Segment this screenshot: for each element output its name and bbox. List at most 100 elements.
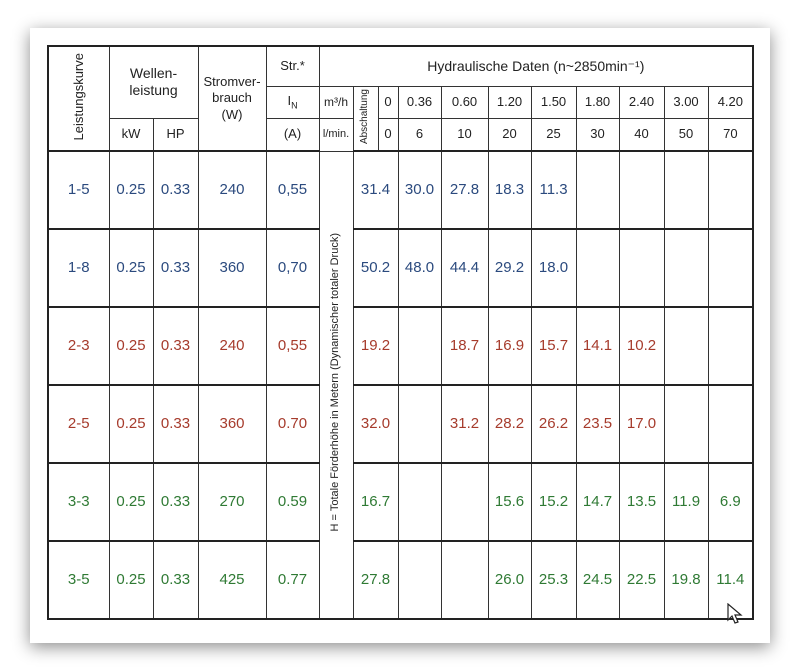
flow-m3h: 2.40 <box>618 85 665 119</box>
head-value <box>707 306 754 386</box>
header-cell: Leistungskurve <box>47 45 110 152</box>
head-value: 22.5 <box>618 540 665 620</box>
cell-watt: 425 <box>197 540 267 620</box>
head-value: 24.5 <box>575 540 620 620</box>
flow-m3h: 4.20 <box>707 85 754 119</box>
head-value: 11.3 <box>530 150 577 230</box>
flow-lmin: 25 <box>530 117 577 152</box>
head-value: 28.2 <box>487 384 532 464</box>
header-cell-text: Leistungskurve <box>70 52 86 141</box>
head-value <box>397 462 442 542</box>
head-value: 14.7 <box>575 462 620 542</box>
head-value: 17.0 <box>618 384 665 464</box>
cell-amp: 0.77 <box>265 540 320 620</box>
header-row: kW HP (A) l/min. 0 6 10 20 25 30 40 50 70 <box>48 117 754 152</box>
data-row: 1-5 0.25 0.33 240 0,55 H = Totale Förderhöhe … <box>47 150 754 620</box>
cell-curve: 3-5 <box>47 540 110 620</box>
header-cell: Str.* <box>265 45 320 87</box>
header-cell: (A) <box>265 117 320 152</box>
head-value: 11.4 <box>707 540 754 620</box>
head-label: H = Totale Förderhöhe in Metern (Dynamis… <box>318 150 354 620</box>
cell-curve: 3-3 <box>47 462 110 542</box>
flow-m3h: 0.36 <box>397 85 442 119</box>
flow-m3h: 0.60 <box>440 85 489 119</box>
cell-curve: 2-3 <box>47 306 110 386</box>
head-value: 6.9 <box>707 462 754 542</box>
head-value: 27.8 <box>352 540 399 620</box>
cell-watt: 360 <box>197 228 267 308</box>
header-cell: Hydraulische Daten (n~2850min⁻¹) <box>318 45 754 87</box>
cell-watt: 360 <box>197 384 267 464</box>
head-value <box>575 150 620 230</box>
head-value <box>397 384 442 464</box>
flow-lmin: 0 <box>377 117 399 152</box>
flow-lmin: 6 <box>397 117 442 152</box>
current-subscript: N <box>291 100 298 111</box>
head-value: 30.0 <box>397 150 442 230</box>
head-value: 26.0 <box>487 540 532 620</box>
head-value <box>663 306 709 386</box>
head-value: 10.2 <box>618 306 665 386</box>
head-value: 32.0 <box>352 384 399 464</box>
cell-kw: 0.25 <box>108 462 154 542</box>
head-value <box>618 228 665 308</box>
pump-table: Leistungskurve Wellen- leistung Stromver- … <box>47 45 755 620</box>
head-value: 15.2 <box>530 462 577 542</box>
head-value <box>440 540 489 620</box>
head-value <box>707 384 754 464</box>
data-row: 3-5 0.25 0.33 425 0.77 27.8 26.0 25.3 24.5 22.5 19… <box>47 540 754 620</box>
cell-amp: 0,55 <box>265 306 320 386</box>
head-value <box>707 228 754 308</box>
current-symbol: I <box>287 92 292 108</box>
cell-watt: 270 <box>197 462 267 542</box>
flow-lmin: 70 <box>707 117 754 152</box>
head-value: 31.4 <box>352 150 399 230</box>
cell-kw: 0.25 <box>108 384 154 464</box>
head-value: 26.2 <box>530 384 577 464</box>
cell-amp: 0,70 <box>265 228 320 308</box>
header-cell: HP <box>152 117 199 152</box>
head-value: 18.3 <box>487 150 532 230</box>
flow-m3h: 1.50 <box>530 85 577 119</box>
data-row: 1-8 0.25 0.33 360 0,70 50.2 48.0 44.4 29.2 18.0 <box>47 228 754 308</box>
cell-kw: 0.25 <box>108 540 154 620</box>
head-value: 16.9 <box>487 306 532 386</box>
cell-curve: 1-8 <box>47 228 110 308</box>
head-value <box>663 150 709 230</box>
header-cell: Stromver- brauch (W) <box>197 45 267 152</box>
head-value <box>663 228 709 308</box>
cell-hp: 0.33 <box>152 384 199 464</box>
header-cell: Abschaltung <box>352 85 379 152</box>
cell-curve: 1-5 <box>47 150 110 230</box>
cell-amp: 0,55 <box>265 150 320 230</box>
cell-hp: 0.33 <box>152 228 199 308</box>
cell-hp: 0.33 <box>152 540 199 620</box>
head-value: 18.7 <box>440 306 489 386</box>
cell-amp: 0.59 <box>265 462 320 542</box>
flow-lmin: 40 <box>618 117 665 152</box>
flow-m3h: 0 <box>377 85 399 119</box>
head-value <box>440 462 489 542</box>
head-value <box>575 228 620 308</box>
head-value: 18.0 <box>530 228 577 308</box>
data-row: 2-3 0.25 0.33 240 0,55 19.2 18.7 16.9 15.7 14.1 10… <box>47 306 754 386</box>
cell-watt: 240 <box>197 306 267 386</box>
flow-m3h: 1.20 <box>487 85 532 119</box>
cell-kw: 0.25 <box>108 228 154 308</box>
header-row: IN m³/h Abschaltung 0 0.36 0.60 1.20 1.50 1.80 2.… <box>48 85 754 152</box>
head-value <box>707 150 754 230</box>
cell-watt: 240 <box>197 150 267 230</box>
header-cell: IN <box>265 85 320 119</box>
head-value: 15.6 <box>487 462 532 542</box>
cell-hp: 0.33 <box>152 462 199 542</box>
head-value: 23.5 <box>575 384 620 464</box>
head-value <box>397 306 442 386</box>
mouse-cursor <box>727 603 743 624</box>
head-value <box>663 384 709 464</box>
data-row: 3-3 0.25 0.33 270 0.59 16.7 15.6 15.2 14.7 13.5 11… <box>47 462 754 542</box>
header-cell: l/min. <box>318 117 354 152</box>
cell-hp: 0.33 <box>152 306 199 386</box>
head-value: 19.2 <box>352 306 399 386</box>
head-value: 19.8 <box>663 540 709 620</box>
